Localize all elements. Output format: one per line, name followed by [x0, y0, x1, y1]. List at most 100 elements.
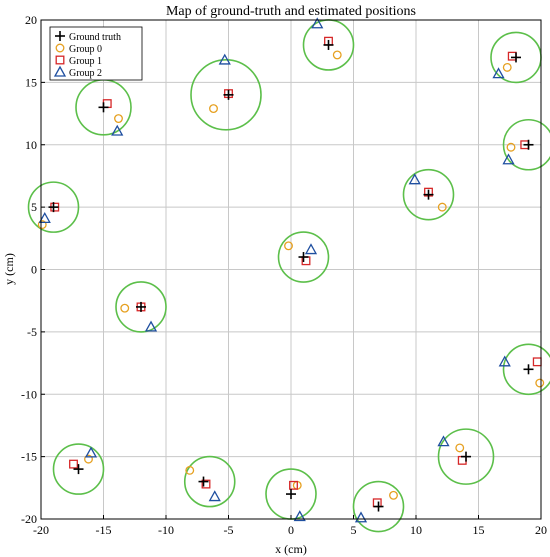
- group-2-point: [293, 510, 306, 522]
- group-2-point: [208, 490, 221, 502]
- group-2-point: [84, 446, 98, 458]
- group-1-point: [102, 99, 112, 109]
- error-circle: [115, 281, 167, 333]
- ground-truth-point: [298, 252, 309, 263]
- group-2-point: [498, 355, 511, 367]
- x-tick-label: -15: [96, 523, 112, 537]
- chart-title: Map of ground-truth and estimated positi…: [166, 4, 416, 19]
- group-2-point: [111, 124, 124, 136]
- x-tick-label: 20: [535, 523, 547, 537]
- ground-truth-point: [198, 476, 209, 487]
- legend-label-group-0: Group 0: [69, 44, 102, 55]
- y-tick-label: 5: [31, 200, 37, 214]
- ground-truth-point: [73, 464, 84, 475]
- legend-label-group-1: Group 1: [69, 56, 102, 67]
- x-tick-label: 0: [288, 523, 294, 537]
- legend-marker-group-1: [55, 55, 65, 65]
- ground-truth-point: [523, 364, 534, 375]
- group-0-point: [37, 220, 47, 230]
- group-0-point: [84, 454, 93, 464]
- x-tick-label: -5: [224, 523, 234, 537]
- legend-label-group-2: Group 2: [69, 68, 102, 79]
- y-tick-label: -15: [21, 450, 37, 464]
- ground-truth-point: [373, 501, 384, 512]
- legend-marker-ground-truth: [55, 31, 65, 41]
- group-1-point: [372, 498, 382, 508]
- group-1-point: [532, 357, 542, 367]
- ground-truth-point: [323, 39, 334, 50]
- ground-truth-point: [423, 189, 434, 200]
- group-0-point: [120, 303, 130, 313]
- group-0-point: [284, 241, 293, 251]
- x-axis-label: x (cm): [275, 542, 307, 556]
- group-2-point: [144, 320, 158, 332]
- group-2-point: [437, 435, 450, 447]
- group-2-point: [218, 53, 231, 65]
- group-1-point: [507, 51, 517, 61]
- ground-truth-point: [223, 89, 234, 100]
- group-0-point: [185, 465, 195, 475]
- error-circle: [52, 443, 105, 495]
- legend-label-ground-truth: Ground truth: [69, 32, 121, 43]
- group-0-point: [389, 490, 398, 500]
- legend-box: [49, 26, 143, 81]
- error-circle: [502, 118, 550, 171]
- x-tick-label: 5: [351, 523, 357, 537]
- y-tick-label: 10: [25, 138, 37, 152]
- grid-lines: [40, 19, 542, 520]
- group-1-point: [201, 479, 211, 489]
- ground-truth-point: [286, 489, 296, 500]
- y-tick-label: -10: [21, 387, 37, 401]
- error-circle: [183, 455, 236, 508]
- y-tick-label: -20: [21, 512, 37, 526]
- group-2-point: [354, 511, 368, 523]
- group-0-point: [114, 114, 123, 124]
- series-group-1: [50, 36, 542, 508]
- group-2-point: [408, 173, 421, 185]
- legend-square-marker: [55, 55, 65, 65]
- group-1-point: [289, 480, 298, 490]
- group-0-point: [455, 443, 465, 453]
- y-tick-label: -5: [27, 325, 37, 339]
- plot-area: [37, 17, 545, 523]
- legend-circle-marker: [55, 43, 65, 53]
- error-circle: [27, 181, 80, 233]
- ground-truth-point: [461, 451, 471, 462]
- group-0-point: [209, 104, 218, 114]
- ground-truth-point: [136, 301, 146, 312]
- y-tick-label: 20: [25, 13, 37, 27]
- group-1-point: [457, 455, 467, 465]
- group-1-point: [69, 459, 78, 469]
- group-0-point: [332, 50, 342, 60]
- legend-plus-marker: [55, 31, 65, 41]
- x-tick-label: -10: [158, 523, 174, 537]
- x-tick-label: -20: [33, 523, 49, 537]
- error-circle: [502, 343, 550, 396]
- group-2-point: [311, 17, 324, 29]
- group-0-point: [535, 378, 545, 388]
- series-group-0: [37, 50, 545, 500]
- x-tick-label: 10: [410, 523, 422, 537]
- group-0-point: [506, 142, 516, 152]
- group-2-point: [304, 243, 318, 255]
- error-circle: [437, 428, 495, 485]
- group-2-point: [502, 153, 515, 165]
- legend-triangle-marker: [53, 65, 67, 77]
- group-2-point: [38, 212, 51, 224]
- series-ground-truth: [48, 39, 534, 512]
- y-tick-label: 15: [25, 75, 37, 89]
- error-circle: [402, 168, 455, 221]
- y-tick-label: 0: [31, 263, 37, 277]
- error-circle: [277, 231, 330, 283]
- group-0-point: [437, 202, 447, 212]
- error-circle: [190, 59, 262, 131]
- ground-truth-point: [511, 52, 521, 63]
- ground-truth-point: [98, 102, 109, 113]
- legend-marker-group-0: [55, 43, 65, 53]
- legend: Ground truth Group 0 Group 1 Group 2: [49, 26, 143, 81]
- legend-marker-group-2: [53, 65, 67, 77]
- error-circle: [352, 480, 405, 533]
- ground-truth-point: [523, 139, 534, 150]
- group-0-point: [502, 62, 512, 72]
